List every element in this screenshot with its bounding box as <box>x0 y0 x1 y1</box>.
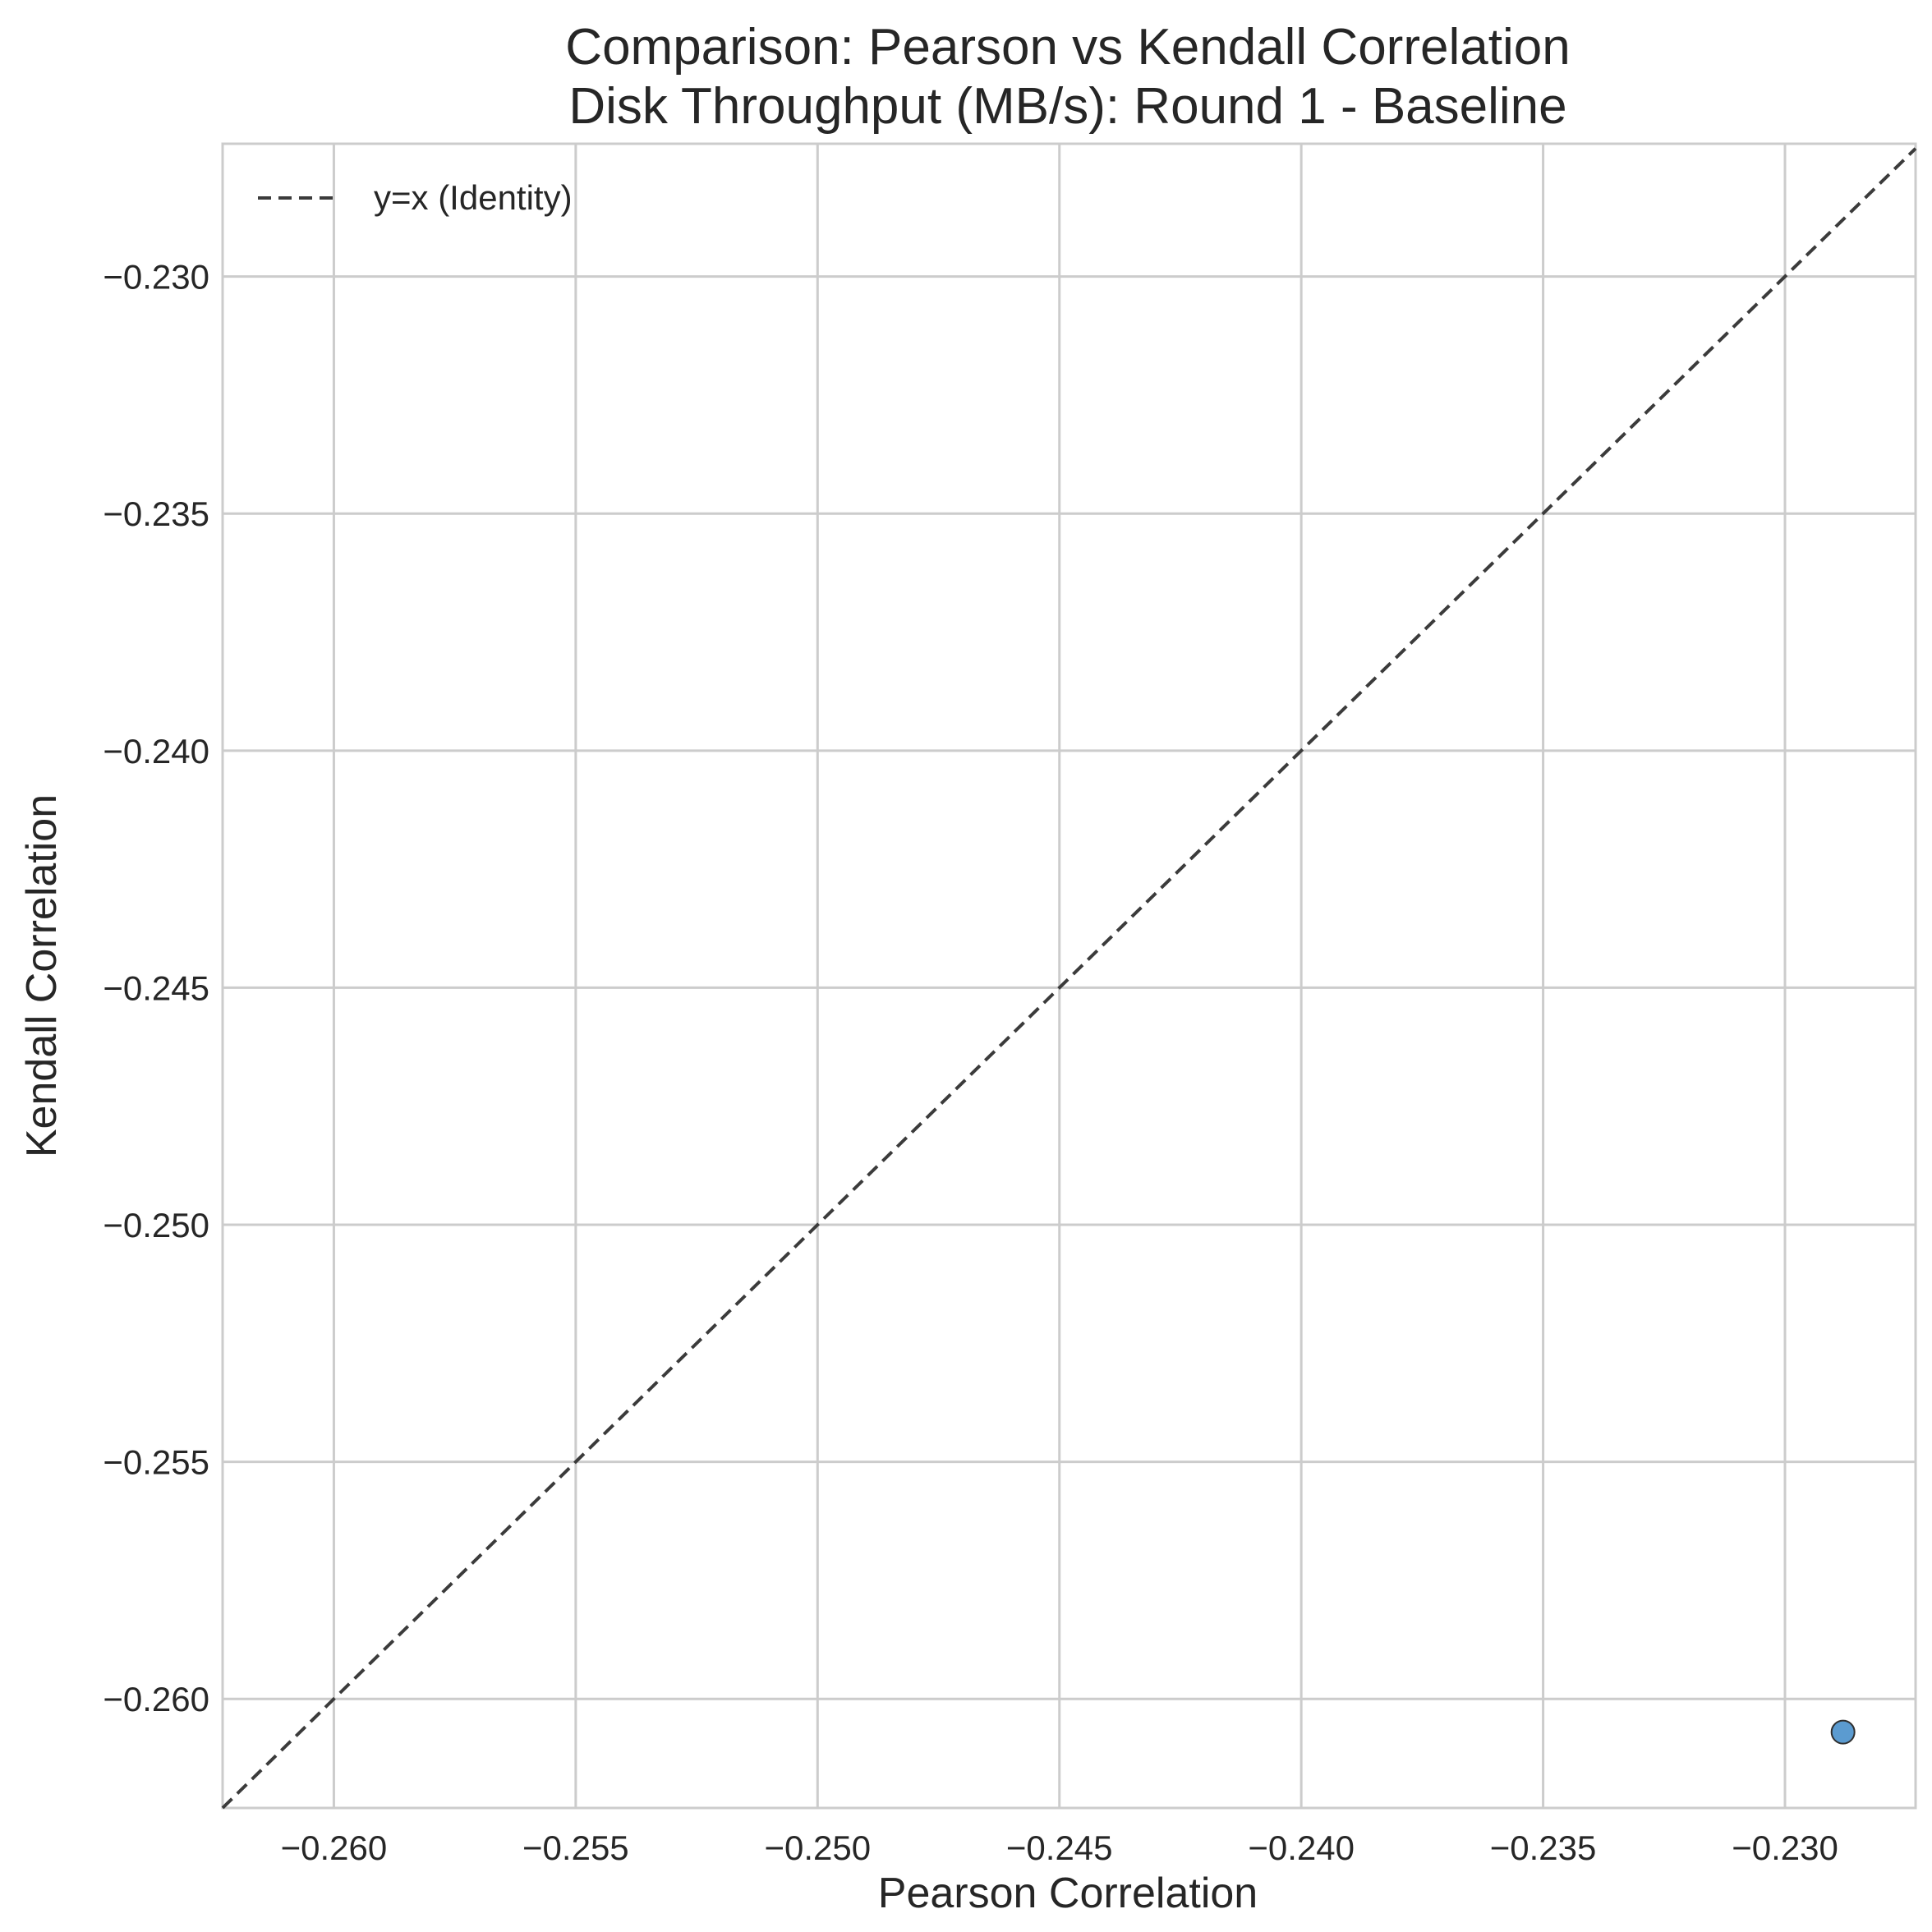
grid-lines <box>223 144 1916 1808</box>
legend-entry-identity: y=x (Identity) <box>374 178 573 217</box>
legend: y=x (Identity) <box>258 178 573 217</box>
chart-title-line-1: Comparison: Pearson vs Kendall Correlati… <box>565 19 1570 76</box>
y-tick-label: −0.260 <box>103 1680 209 1718</box>
plot-series <box>221 147 1917 1810</box>
x-tick-label: −0.250 <box>764 1828 871 1867</box>
identity-reference-line <box>221 147 1917 1810</box>
y-axis-ticks: −0.230 −0.235 −0.240 −0.245 −0.250 −0.255 −0.2… <box>103 258 209 1719</box>
data-points <box>1830 1719 1856 1745</box>
x-tick-label: −0.255 <box>522 1828 629 1867</box>
x-axis-ticks: −0.260 −0.255 −0.250 −0.245 −0.240 −0.235 −0.2… <box>281 1828 1838 1867</box>
y-tick-label: −0.250 <box>103 1206 209 1244</box>
y-tick-label: −0.245 <box>103 968 209 1007</box>
y-tick-label: −0.240 <box>103 732 209 770</box>
plot-area-frame <box>221 142 1917 1810</box>
y-axis-label: Kendall Correlation <box>18 794 66 1157</box>
scatter-point <box>1830 1719 1856 1745</box>
y-tick-label: −0.230 <box>103 258 209 297</box>
x-tick-label: −0.235 <box>1490 1828 1597 1867</box>
x-tick-label: −0.240 <box>1248 1828 1355 1867</box>
x-axis-label: Pearson Correlation <box>878 1870 1258 1917</box>
x-tick-label: −0.245 <box>1006 1828 1113 1867</box>
x-tick-label: −0.260 <box>281 1828 388 1867</box>
x-tick-label: −0.230 <box>1732 1828 1838 1867</box>
y-tick-label: −0.235 <box>103 494 209 533</box>
y-tick-label: −0.255 <box>103 1443 209 1482</box>
chart-title-line-2: Disk Throughput (MB/s): Round 1 - Baseli… <box>568 78 1566 135</box>
